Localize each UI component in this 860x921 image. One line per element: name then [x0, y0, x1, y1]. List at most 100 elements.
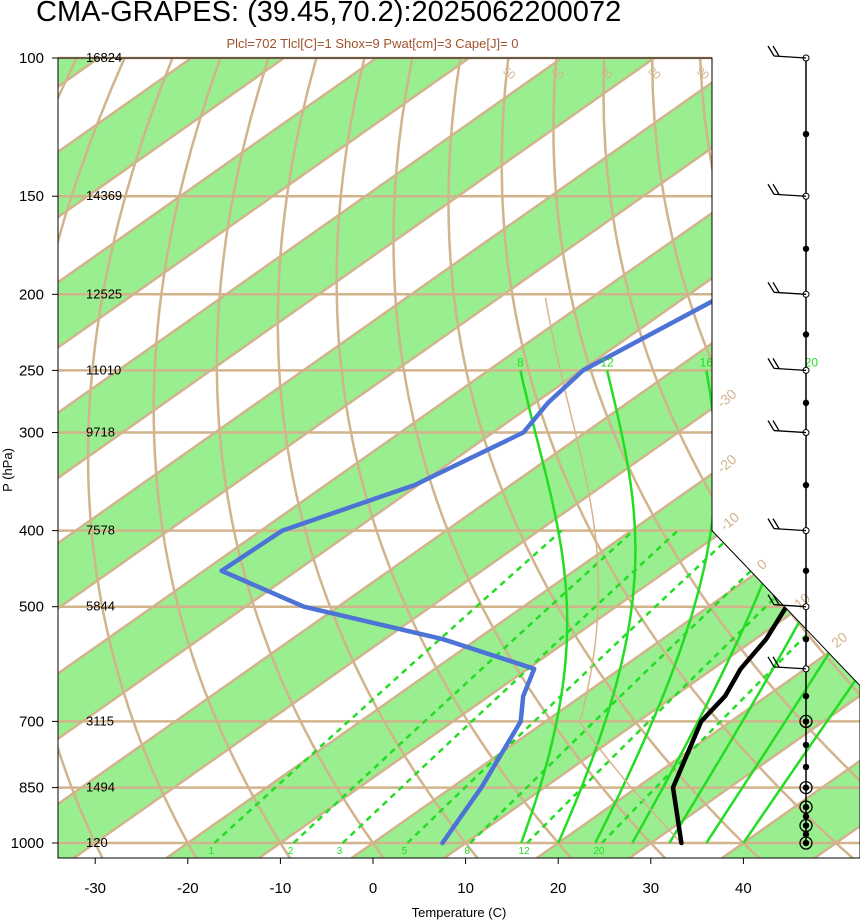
wind-barb-flag — [767, 518, 775, 529]
wind-level-dot — [802, 763, 810, 771]
isotherm-line — [58, 58, 860, 858]
wind-barb-flag — [767, 183, 775, 195]
dry-adiabat-label: 90 — [694, 65, 711, 82]
mixing-ratio-label: 1 — [209, 846, 215, 857]
isotherm-line — [58, 58, 299, 858]
isotherm-line — [58, 58, 860, 858]
wind-barb-flag — [772, 358, 780, 369]
height-label: 12525 — [86, 286, 122, 301]
calm-wind-circle — [799, 818, 813, 833]
calm-wind-circle — [799, 714, 813, 729]
temperature-tick-label: 20 — [550, 880, 567, 897]
isotherm-right-label: 20 — [828, 629, 850, 651]
wind-level-dot — [802, 245, 810, 252]
wind-barb-flag — [767, 594, 775, 606]
green-band — [58, 58, 854, 858]
temperature-tick-label: 40 — [735, 880, 752, 897]
dry-adiabat-label: 80 — [646, 65, 663, 82]
pressure-tick-label: 200 — [19, 286, 44, 303]
isotherm-line — [429, 58, 860, 858]
height-label: 3115 — [86, 713, 114, 728]
mixing-ratio-line — [406, 529, 738, 844]
moist-adiabat-label: 16 — [700, 355, 714, 369]
mixing-ratio-label: 20 — [593, 846, 605, 857]
wind-level-dot — [802, 399, 810, 407]
pressure-tick-label: 150 — [19, 188, 44, 205]
temperature-tick-label: 0 — [369, 880, 377, 897]
temperature-tick-label: 30 — [642, 880, 659, 897]
dry-adiabat-line — [58, 58, 143, 858]
green-band — [58, 58, 669, 858]
height-label: 14369 — [86, 188, 122, 203]
temperature-tick-label: 10 — [457, 880, 474, 897]
moist-adiabat-line — [557, 370, 637, 844]
wind-barb-flag — [772, 420, 780, 431]
isotherm-line — [614, 58, 860, 858]
wind-level-dot — [802, 331, 810, 338]
wind-barb-flag — [772, 518, 780, 529]
moist-adiabat-line — [519, 370, 569, 844]
isotherm-right-label: 10 — [791, 590, 813, 612]
wind-barb-shaft — [773, 55, 807, 59]
green-band — [337, 58, 860, 858]
dry-adiabat-label: 50 — [500, 65, 517, 82]
isotherm-right-label: -30 — [714, 386, 740, 411]
wind-barb-shaft — [773, 527, 807, 532]
mixing-ratio-label: 3 — [337, 846, 343, 857]
moist-adiabat-label: 8 — [517, 355, 524, 369]
pressure-tick-label: 250 — [19, 362, 44, 379]
wind-barb-shaft — [773, 291, 807, 295]
wind-barb-flag — [767, 281, 775, 293]
height-label: 120 — [86, 835, 108, 850]
wind-barb-flag — [772, 594, 780, 606]
wind-barb-flag — [767, 656, 775, 668]
mixing-ratio-label: 12 — [519, 846, 531, 857]
pressure-tick-label: 300 — [19, 425, 44, 442]
green-band — [58, 58, 484, 858]
mixing-ratio-line — [292, 529, 635, 844]
calm-wind-circle — [799, 780, 813, 795]
wind-barb-flag — [772, 183, 780, 195]
wind-barb-flag — [772, 656, 780, 668]
wind-level-dot — [802, 718, 810, 725]
wind-barb-flag — [767, 358, 775, 369]
mixing-ratio-line — [341, 529, 679, 844]
pressure-tick-label: 100 — [19, 50, 44, 67]
isotherm-line — [58, 58, 577, 858]
wind-level-dot — [802, 822, 810, 829]
mixing-ratio-label: 2 — [288, 846, 294, 857]
calm-wind-circle — [799, 800, 813, 814]
wind-barb-shaft — [773, 193, 807, 197]
wind-barb-flag — [772, 281, 780, 293]
x-axis-title: Temperature (C) — [412, 905, 507, 920]
green-band — [58, 58, 860, 858]
wind-barb-flag — [772, 45, 780, 57]
wind-barb-flag — [767, 420, 775, 431]
wind-level-dot — [802, 481, 810, 489]
pressure-tick-label: 700 — [19, 713, 44, 730]
mixing-ratio-line — [213, 529, 563, 844]
temperature-tick-label: -10 — [270, 880, 292, 897]
mixing-ratio-line — [526, 529, 846, 844]
pressure-tick-label: 400 — [19, 523, 44, 540]
isotherm-line — [58, 58, 670, 858]
isotherm-line — [58, 58, 762, 858]
parcel-path — [544, 297, 682, 844]
chart-subtitle: Plcl=702 Tlcl[C]=1 Shox=9 Pwat[cm]=3 Cap… — [226, 36, 519, 51]
isotherm-right-label: -10 — [716, 509, 742, 534]
height-label: 7578 — [86, 523, 115, 538]
wind-level-dot — [802, 635, 810, 643]
moist-adiabat-line — [742, 369, 860, 844]
plot-frame — [57, 57, 860, 859]
height-label: 1494 — [86, 780, 115, 795]
wind-level-dot — [802, 784, 810, 791]
wind-barb-shaft — [773, 604, 807, 608]
isotherm-line — [58, 58, 855, 858]
moist-adiabat-label: 20 — [805, 355, 819, 369]
isotherm-right-label: -20 — [714, 451, 740, 476]
isotherm-line — [521, 58, 860, 858]
wind-level-dot — [802, 803, 810, 811]
pressure-tick-label: 1000 — [11, 835, 44, 852]
